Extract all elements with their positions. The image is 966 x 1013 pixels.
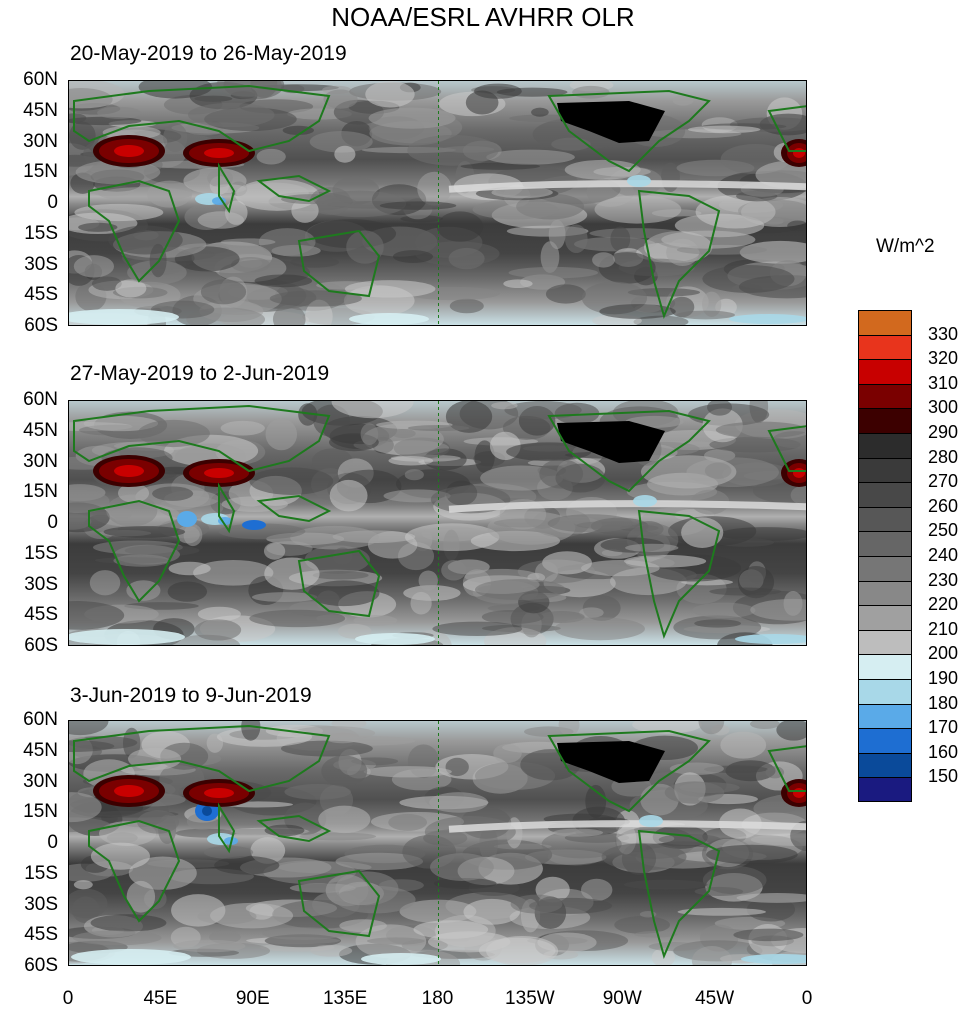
longitude-label: 45E — [143, 988, 178, 1009]
latitude-label: 30N — [23, 130, 58, 152]
legend-label: 280 — [928, 446, 959, 467]
latitude-label: 60N — [23, 389, 58, 410]
legend-swatch — [858, 359, 912, 384]
latitude-label: 45N — [23, 419, 58, 441]
latitude-label: 60S — [24, 315, 58, 336]
chart-title: NOAA/ESRL AVHRR OLR — [331, 2, 635, 32]
olr-map-svg — [69, 81, 806, 325]
legend-label: 200 — [928, 643, 959, 664]
legend-swatch — [858, 654, 912, 679]
latitude-label: 15S — [24, 222, 58, 244]
legend-swatch — [858, 728, 912, 753]
latitude-label: 30S — [24, 253, 58, 275]
latitude-label: 0 — [47, 192, 58, 213]
legend-swatch — [858, 605, 912, 630]
legend-label: 180 — [928, 692, 959, 713]
latitude-label: 60N — [23, 709, 58, 730]
legend-swatch — [858, 310, 912, 335]
longitude-label: 0 — [62, 988, 74, 1009]
legend-swatch — [858, 678, 912, 704]
legend-label: 230 — [928, 569, 959, 590]
legend-swatch — [858, 555, 912, 581]
legend-label: 210 — [928, 618, 959, 639]
latitude-label: 60N — [23, 69, 58, 90]
color-legend — [858, 310, 912, 802]
latitude-label: 30S — [24, 573, 58, 595]
latitude-label: 30N — [23, 770, 58, 792]
legend-swatch — [858, 629, 912, 655]
legend-swatch — [858, 334, 912, 360]
panel-title: 3-Jun-2019 to 9-Jun-2019 — [70, 684, 312, 707]
longitude-label: 135E — [322, 988, 368, 1009]
latitude-label: 15S — [24, 862, 58, 884]
legend-label: 320 — [928, 348, 959, 369]
legend-label: 310 — [928, 372, 959, 393]
legend-label: 270 — [928, 471, 959, 492]
latitude-label: 45S — [24, 604, 58, 626]
latitude-label: 45N — [23, 99, 58, 121]
latitude-label: 30N — [23, 450, 58, 472]
longitude-label: 135W — [505, 988, 555, 1009]
olr-map — [68, 80, 807, 326]
latitude-label: 15N — [23, 161, 58, 183]
legend-swatch — [858, 482, 912, 507]
legend-swatch — [858, 752, 912, 778]
panel-title: 20-May-2019 to 26-May-2019 — [70, 42, 347, 65]
legend-swatch — [858, 580, 912, 606]
legend-swatch — [858, 506, 912, 532]
legend-label: 160 — [928, 741, 959, 762]
olr-map — [68, 720, 807, 966]
legend-swatch — [858, 408, 912, 433]
latitude-label: 15S — [24, 542, 58, 564]
longitude-label: 45W — [695, 988, 735, 1009]
legend-label: 260 — [928, 495, 959, 516]
legend-label: 220 — [928, 594, 959, 615]
legend-label: 290 — [928, 422, 959, 442]
latitude-label: 0 — [47, 832, 58, 853]
legend-swatch — [858, 383, 912, 409]
legend-swatch — [858, 531, 912, 556]
olr-map-svg — [69, 721, 806, 965]
latitude-label: 45N — [23, 739, 58, 761]
latitude-label: 60S — [24, 635, 58, 656]
legend-label: 250 — [928, 520, 959, 541]
legend-swatch — [858, 777, 912, 802]
longitude-label: 90W — [602, 988, 642, 1009]
legend-label: 330 — [928, 323, 959, 344]
latitude-label: 0 — [47, 512, 58, 533]
legend-swatch — [858, 432, 912, 458]
latitude-label: 60S — [24, 955, 58, 976]
panel-title: 27-May-2019 to 2-Jun-2019 — [70, 362, 330, 385]
legend-units: W/m^2 — [876, 236, 935, 257]
legend-swatch — [858, 703, 912, 729]
latitude-label: 45S — [24, 284, 58, 306]
latitude-label: 15N — [23, 481, 58, 503]
legend-label: 300 — [928, 397, 959, 418]
longitude-label: 180 — [421, 988, 454, 1009]
legend-label: 240 — [928, 545, 959, 565]
legend-label: 190 — [928, 668, 959, 688]
olr-map — [68, 400, 807, 646]
legend-label: 170 — [928, 717, 959, 738]
legend-swatch — [858, 457, 912, 483]
longitude-label: 90E — [235, 988, 270, 1009]
olr-map-svg — [69, 401, 806, 645]
latitude-label: 15N — [23, 801, 58, 823]
legend-label: 150 — [928, 766, 959, 787]
latitude-label: 30S — [24, 893, 58, 915]
longitude-label: 0 — [801, 988, 813, 1009]
latitude-label: 45S — [24, 924, 58, 946]
